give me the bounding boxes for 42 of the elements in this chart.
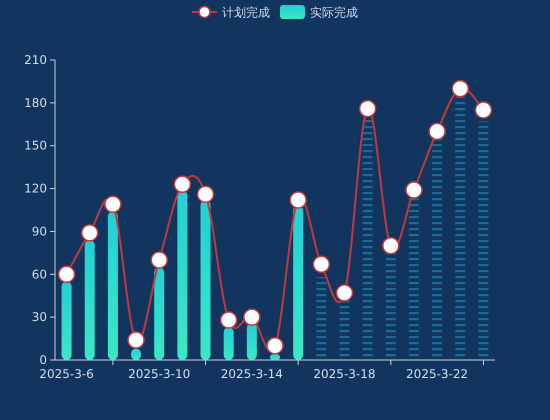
bar bbox=[177, 190, 188, 360]
point bbox=[243, 308, 261, 326]
x-tick-label: 2025-3-22 bbox=[406, 367, 468, 381]
y-tick-label: 90 bbox=[32, 224, 47, 238]
x-tick-label: 2025-3-14 bbox=[220, 367, 283, 381]
x-tick-label: 2025-3-10 bbox=[128, 367, 190, 381]
bar bbox=[293, 206, 304, 360]
point bbox=[474, 101, 492, 119]
point bbox=[405, 181, 423, 199]
point bbox=[196, 186, 214, 204]
point bbox=[312, 256, 330, 274]
y-tick-label: 150 bbox=[24, 138, 47, 153]
point bbox=[336, 284, 354, 302]
y-tick-label: 120 bbox=[24, 182, 47, 196]
point bbox=[127, 331, 145, 349]
bar bbox=[154, 267, 164, 360]
point bbox=[150, 251, 168, 269]
point bbox=[58, 266, 76, 284]
point bbox=[220, 311, 238, 329]
point bbox=[382, 236, 400, 254]
point bbox=[358, 100, 376, 118]
y-tick-label: 0 bbox=[39, 353, 47, 367]
point bbox=[174, 176, 192, 194]
bar bbox=[200, 200, 211, 360]
y-tick-label: 210 bbox=[24, 53, 47, 67]
x-tick-label: 2025-3-6 bbox=[39, 367, 94, 381]
legend-label: 实际完成 bbox=[310, 6, 358, 20]
y-tick-label: 60 bbox=[32, 267, 47, 282]
point bbox=[266, 336, 284, 354]
legend-label: 计划完成 bbox=[222, 6, 270, 20]
y-tick-label: 180 bbox=[24, 96, 47, 110]
y-tick-label: 30 bbox=[32, 310, 47, 324]
bar bbox=[224, 327, 234, 360]
point bbox=[289, 191, 307, 209]
bar bbox=[108, 211, 118, 360]
point bbox=[452, 80, 470, 98]
point bbox=[80, 224, 98, 242]
point bbox=[428, 122, 446, 140]
point bbox=[104, 196, 122, 214]
bar bbox=[84, 240, 95, 360]
bar bbox=[62, 281, 72, 360]
x-tick-label: 2025-3-18 bbox=[313, 367, 376, 381]
